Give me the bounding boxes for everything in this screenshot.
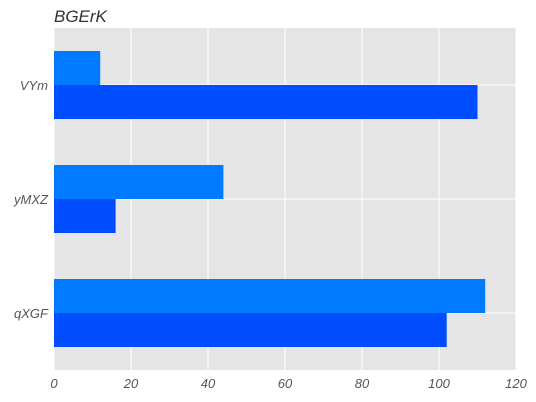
y-tick-label-1: yMXZ [13,192,49,207]
x-tick-label-0: 0 [50,376,58,391]
x-tick-label-100: 100 [428,376,450,391]
bar-group [54,51,486,347]
y-tick-label-0: VYm [20,78,48,93]
bar-yMXZ-series-2 [54,199,116,233]
bar-qXGF-series-2 [54,313,447,347]
chart-title: BGErK [54,7,108,26]
x-axis-tick-labels: 0 20 40 60 80 100 120 [50,376,527,391]
y-axis-tick-labels: VYm yMXZ qXGF [13,78,49,321]
bar-yMXZ-series-1 [54,165,224,199]
x-tick-label-80: 80 [355,376,370,391]
x-tick-label-20: 20 [123,376,139,391]
bar-VYm-series-2 [54,85,478,119]
bar-qXGF-series-1 [54,279,486,313]
x-tick-label-60: 60 [278,376,293,391]
bar-VYm-series-1 [54,51,101,85]
x-tick-label-120: 120 [505,376,527,391]
x-tick-label-40: 40 [201,376,216,391]
y-tick-label-2: qXGF [14,306,49,321]
